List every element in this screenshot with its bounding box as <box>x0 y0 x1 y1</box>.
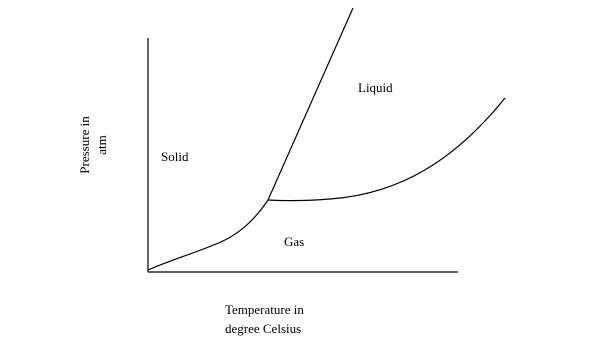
region-label: Liquid <box>358 80 393 95</box>
vaporization-curve <box>267 97 506 202</box>
region-label: Solid <box>161 149 189 164</box>
y-axis-label: atm <box>94 135 109 155</box>
melting-line <box>267 7 354 201</box>
y-axis-label: Pressure in <box>77 116 92 174</box>
x-axis-label: Temperature in <box>225 302 304 317</box>
x-axis-label: degree Celsius <box>225 321 301 336</box>
region-label: Gas <box>284 234 304 249</box>
sublimation-curve <box>147 199 269 271</box>
